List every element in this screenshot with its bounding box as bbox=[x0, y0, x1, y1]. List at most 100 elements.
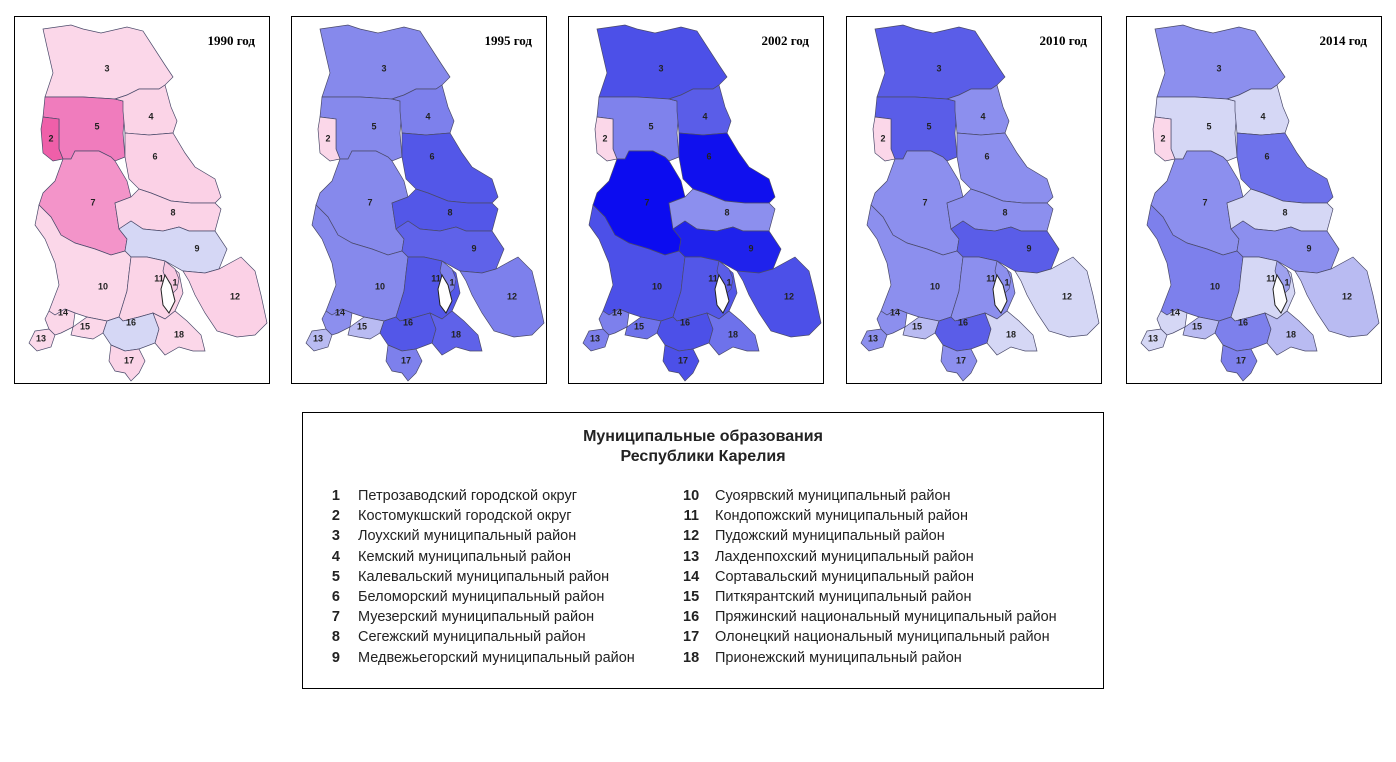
district-12 bbox=[182, 256, 268, 338]
legend-item: 2 Костомукшский городской округ bbox=[331, 506, 635, 526]
district-18 bbox=[984, 310, 1038, 356]
district-label-1: 1 bbox=[1004, 277, 1009, 287]
district-label-9: 9 bbox=[1306, 243, 1311, 253]
legend-item: 7 Муезерский муниципальный район bbox=[331, 607, 635, 627]
district-label-2: 2 bbox=[48, 133, 53, 143]
legend-item: 17 Олонецкий национальный муниципальный р… bbox=[683, 627, 1057, 647]
district-label-10: 10 bbox=[652, 281, 662, 291]
legend-item: 18 Прионежский муниципальный район bbox=[683, 648, 1057, 668]
legend-item-number: 15 bbox=[683, 589, 700, 606]
district-label-8: 8 bbox=[447, 207, 452, 217]
district-label-15: 15 bbox=[912, 321, 922, 331]
district-label-1: 1 bbox=[172, 277, 177, 287]
district-label-9: 9 bbox=[1026, 243, 1031, 253]
year-label: 2002 год bbox=[761, 33, 809, 48]
district-label-6: 6 bbox=[984, 151, 989, 161]
map-panel-2002: 3 5 2 4 6 7 8 9 10 11 12 13 14 15 16 17 18 1 2002 год bbox=[568, 16, 824, 384]
district-17 bbox=[1220, 344, 1258, 382]
legend-item-number: 1 bbox=[331, 488, 340, 505]
district-label-17: 17 bbox=[1236, 355, 1246, 365]
lake-onega bbox=[160, 273, 176, 314]
district-label-7: 7 bbox=[1202, 197, 1207, 207]
district-15 bbox=[70, 316, 108, 340]
district-label-8: 8 bbox=[1282, 207, 1287, 217]
district-label-1: 1 bbox=[449, 277, 454, 287]
district-14 bbox=[876, 308, 908, 336]
district-label-15: 15 bbox=[80, 321, 90, 331]
district-14 bbox=[44, 308, 76, 336]
district-label-3: 3 bbox=[1216, 63, 1221, 73]
district-label-5: 5 bbox=[926, 121, 931, 131]
district-label-3: 3 bbox=[104, 63, 109, 73]
district-17 bbox=[662, 344, 700, 382]
legend-item-number: 17 bbox=[683, 629, 700, 646]
legend-item: 14 Сортавальский муниципальный район bbox=[683, 567, 1057, 587]
district-label-11: 11 bbox=[431, 273, 441, 283]
legend-item-name: Беломорский муниципальный район bbox=[358, 589, 605, 606]
district-label-17: 17 bbox=[956, 355, 966, 365]
legend-item-number: 5 bbox=[331, 568, 340, 585]
district-4 bbox=[390, 84, 455, 136]
district-label-11: 11 bbox=[154, 273, 164, 283]
legend-item-number: 2 bbox=[331, 508, 340, 525]
district-4 bbox=[113, 84, 178, 136]
district-label-6: 6 bbox=[152, 151, 157, 161]
district-14 bbox=[598, 308, 630, 336]
district-label-4: 4 bbox=[425, 111, 430, 121]
legend-item-name: Пряжинский национальный муниципальный ра… bbox=[715, 609, 1057, 626]
district-label-15: 15 bbox=[1192, 321, 1202, 331]
district-label-14: 14 bbox=[58, 307, 68, 317]
karelia-map: 3 5 2 4 6 7 8 9 10 11 12 13 14 15 16 17 18 1 bbox=[28, 24, 268, 382]
district-label-4: 4 bbox=[702, 111, 707, 121]
district-label-5: 5 bbox=[648, 121, 653, 131]
legend-item: 10 Суоярвский муниципальный район bbox=[683, 486, 1057, 506]
district-label-8: 8 bbox=[170, 207, 175, 217]
year-label: 2010 год bbox=[1039, 33, 1087, 48]
district-15 bbox=[624, 316, 662, 340]
legend-item-name: Калевальский муниципальный район bbox=[358, 568, 610, 585]
district-label-9: 9 bbox=[194, 243, 199, 253]
district-label-7: 7 bbox=[367, 197, 372, 207]
district-12 bbox=[1294, 256, 1380, 338]
district-label-6: 6 bbox=[429, 151, 434, 161]
district-1 bbox=[716, 260, 734, 296]
district-label-17: 17 bbox=[678, 355, 688, 365]
legend-item-number: 8 bbox=[331, 629, 340, 646]
district-label-13: 13 bbox=[868, 333, 878, 343]
legend-item-name: Сегежский муниципальный район bbox=[358, 629, 586, 646]
legend-item: 15 Питкярантский муниципальный район bbox=[683, 587, 1057, 607]
legend-title-line2: Республики Карелия bbox=[620, 448, 786, 465]
legend-item-number: 13 bbox=[683, 548, 700, 565]
district-label-12: 12 bbox=[507, 291, 517, 301]
map-panel-1995: 3 5 2 4 6 7 8 9 10 11 12 13 14 15 16 17 18 1 1995 год bbox=[291, 16, 547, 384]
legend-column-left: 1 Петрозаводский городской округ 2 Костому… bbox=[331, 486, 635, 668]
legend-title: Муниципальные образования Республики Кар… bbox=[303, 427, 1103, 467]
district-1 bbox=[1274, 260, 1292, 296]
district-label-2: 2 bbox=[1160, 133, 1165, 143]
district-17 bbox=[940, 344, 978, 382]
karelia-map: 3 5 2 4 6 7 8 9 10 11 12 13 14 15 16 17 18 1 bbox=[582, 24, 822, 382]
district-18 bbox=[429, 310, 483, 356]
legend-item-name: Суоярвский муниципальный район bbox=[715, 488, 951, 505]
legend-item-number: 9 bbox=[331, 649, 340, 666]
district-18 bbox=[1264, 310, 1318, 356]
district-label-11: 11 bbox=[986, 273, 996, 283]
legend-item: 8 Сегежский муниципальный район bbox=[331, 627, 635, 647]
legend-item-name: Петрозаводский городской округ bbox=[358, 488, 577, 505]
district-label-13: 13 bbox=[590, 333, 600, 343]
district-label-3: 3 bbox=[936, 63, 941, 73]
district-label-13: 13 bbox=[1148, 333, 1158, 343]
legend-item-number: 4 bbox=[331, 548, 340, 565]
district-label-18: 18 bbox=[1286, 329, 1296, 339]
district-label-11: 11 bbox=[1266, 273, 1276, 283]
district-14 bbox=[1156, 308, 1188, 336]
district-label-4: 4 bbox=[148, 111, 153, 121]
district-label-1: 1 bbox=[726, 277, 731, 287]
karelia-map: 3 5 2 4 6 7 8 9 10 11 12 13 14 15 16 17 18 1 bbox=[305, 24, 545, 382]
district-label-10: 10 bbox=[98, 281, 108, 291]
legend-item-name: Прионежский муниципальный район bbox=[715, 649, 962, 666]
district-1 bbox=[439, 260, 457, 296]
district-label-16: 16 bbox=[126, 317, 136, 327]
district-2 bbox=[872, 116, 896, 162]
year-label: 2014 год bbox=[1319, 33, 1367, 48]
